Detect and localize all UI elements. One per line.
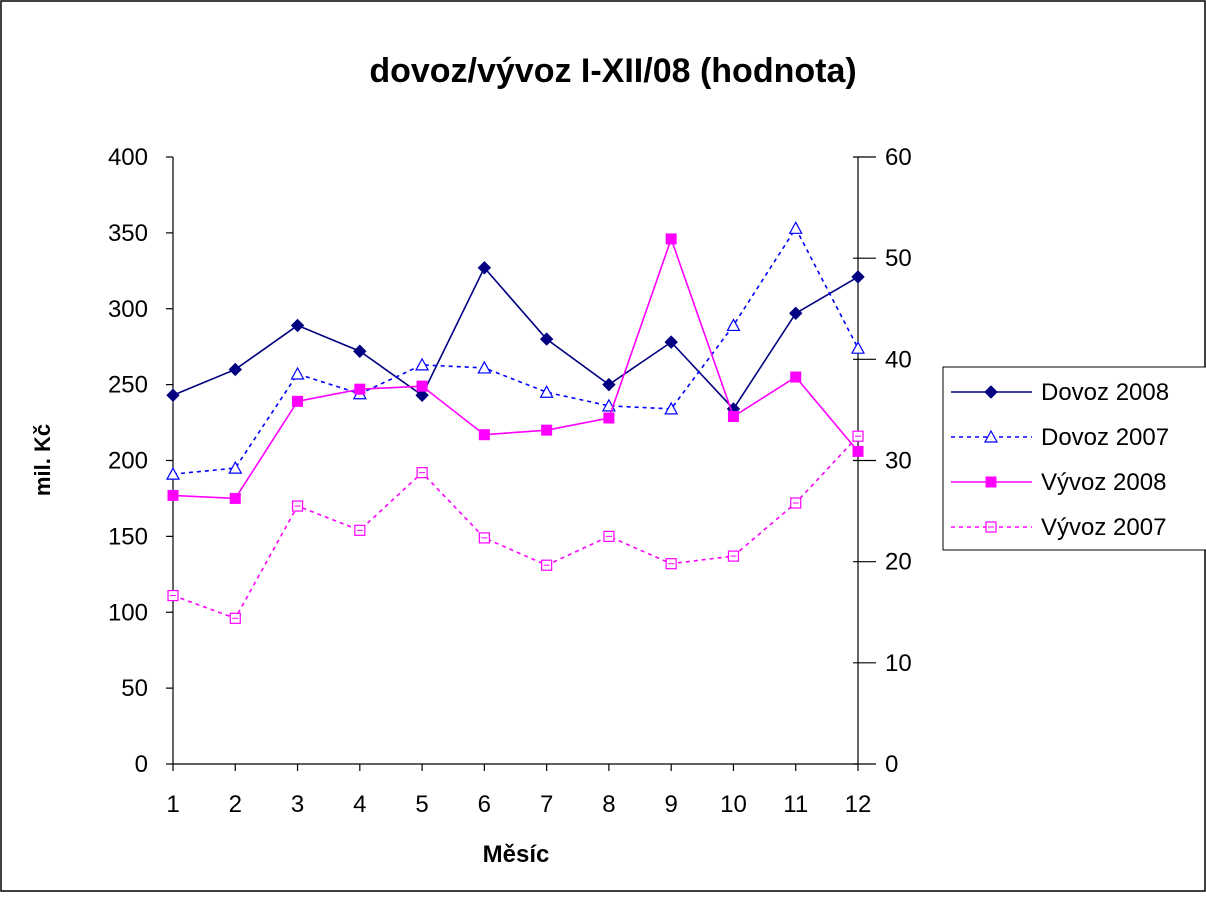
- y-tick-label: 400: [108, 144, 148, 171]
- data-point: [603, 412, 615, 424]
- x-tick-label: 5: [415, 791, 428, 818]
- x-tick-label: 1: [166, 791, 179, 818]
- series-line: [172, 236, 859, 500]
- series-2: [167, 233, 864, 504]
- x-tick-label: 8: [602, 791, 615, 818]
- data-point: [983, 429, 999, 443]
- y2-tick-label: 40: [885, 346, 912, 373]
- data-point: [664, 401, 679, 415]
- data-point: [602, 377, 616, 392]
- data-point: [664, 335, 678, 349]
- legend-label: Dovoz 2007: [1041, 424, 1169, 451]
- data-point: [354, 524, 366, 536]
- legend-box: [942, 366, 1206, 551]
- data-point: [415, 388, 429, 402]
- y-tick-label: 0: [135, 751, 148, 778]
- data-point: [477, 261, 492, 275]
- data-point: [727, 550, 740, 562]
- series-3: [167, 430, 864, 624]
- x-tick-label: 3: [291, 791, 304, 818]
- data-point: [416, 380, 428, 392]
- x-tick-label: 12: [845, 791, 872, 818]
- legend-label: Vývoz 2008: [1041, 469, 1166, 496]
- data-point: [166, 388, 180, 402]
- data-point: [477, 360, 492, 374]
- data-point: [541, 559, 553, 571]
- chart-title: dovoz/vývoz I-XII/08 (hodnota): [369, 52, 856, 90]
- data-point: [415, 357, 430, 371]
- data-point: [852, 430, 864, 442]
- legend-entry: Vývoz 2008: [951, 469, 1166, 496]
- data-point: [539, 332, 554, 346]
- y-axis-label: mil. Kč: [30, 424, 55, 496]
- data-point: [665, 558, 677, 570]
- data-point: [290, 366, 305, 380]
- x-tick-label: 9: [665, 791, 678, 818]
- data-point: [539, 384, 554, 398]
- x-tick-label: 7: [540, 791, 553, 818]
- data-point: [984, 385, 998, 399]
- y-tick-label: 200: [108, 448, 148, 475]
- data-point: [228, 460, 243, 474]
- x-tick-label: 10: [720, 791, 747, 818]
- x-tick-label: 4: [353, 791, 366, 818]
- series-layer: [165, 221, 866, 624]
- data-point: [291, 500, 304, 512]
- data-point: [985, 521, 997, 533]
- y2-tick-label: 10: [885, 650, 912, 677]
- data-point: [165, 466, 181, 480]
- y2-tick-label: 60: [885, 144, 912, 171]
- data-point: [541, 424, 553, 436]
- y-tick-label: 150: [108, 523, 148, 550]
- data-point: [354, 383, 366, 395]
- data-point: [665, 233, 677, 245]
- data-point: [789, 306, 803, 321]
- data-point: [985, 476, 997, 488]
- legend-entry: Vývoz 2007: [951, 514, 1166, 541]
- legend-entry: Dovoz 2008: [951, 379, 1169, 406]
- data-point: [229, 612, 241, 624]
- data-point: [167, 489, 179, 501]
- y-tick-label: 250: [108, 372, 148, 399]
- legend: Dovoz 2008 Dovoz 2007 Vývoz 2008 Vývoz 2007: [942, 366, 1206, 551]
- y-tick-label: 350: [108, 220, 148, 247]
- data-point: [851, 270, 865, 284]
- data-point: [353, 344, 367, 358]
- data-point: [727, 410, 739, 422]
- data-point: [852, 445, 864, 457]
- legend-entry: Dovoz 2007: [951, 424, 1169, 451]
- x-tick-label: 6: [478, 791, 491, 818]
- data-point: [850, 340, 866, 354]
- x-tick-label: 11: [783, 791, 808, 818]
- data-point: [603, 530, 615, 542]
- legend-label: Vývoz 2007: [1041, 514, 1166, 541]
- data-point: [292, 395, 304, 407]
- x-tick-label: 2: [229, 791, 242, 818]
- y-tick-label: 50: [121, 675, 148, 702]
- data-point: [726, 318, 741, 332]
- y2-tick-label: 0: [885, 751, 898, 778]
- data-point: [167, 589, 179, 602]
- data-point: [290, 318, 305, 333]
- data-point: [416, 467, 428, 479]
- y2-tick-label: 30: [885, 448, 912, 475]
- series-line: [172, 266, 859, 411]
- series-0: [166, 261, 865, 416]
- data-point: [788, 221, 803, 234]
- y2-tick-label: 50: [885, 245, 912, 272]
- y2-tick-label: 20: [885, 549, 912, 576]
- data-point: [229, 492, 241, 504]
- data-point: [790, 497, 802, 509]
- data-point: [790, 371, 802, 383]
- x-axis-label: Měsíc: [483, 841, 550, 868]
- data-point: [478, 532, 490, 544]
- y-tick-label: 100: [108, 599, 148, 626]
- data-point: [478, 429, 490, 441]
- legend-label: Dovoz 2008: [1041, 379, 1169, 406]
- y-tick-label: 300: [108, 296, 148, 323]
- data-point: [228, 362, 242, 377]
